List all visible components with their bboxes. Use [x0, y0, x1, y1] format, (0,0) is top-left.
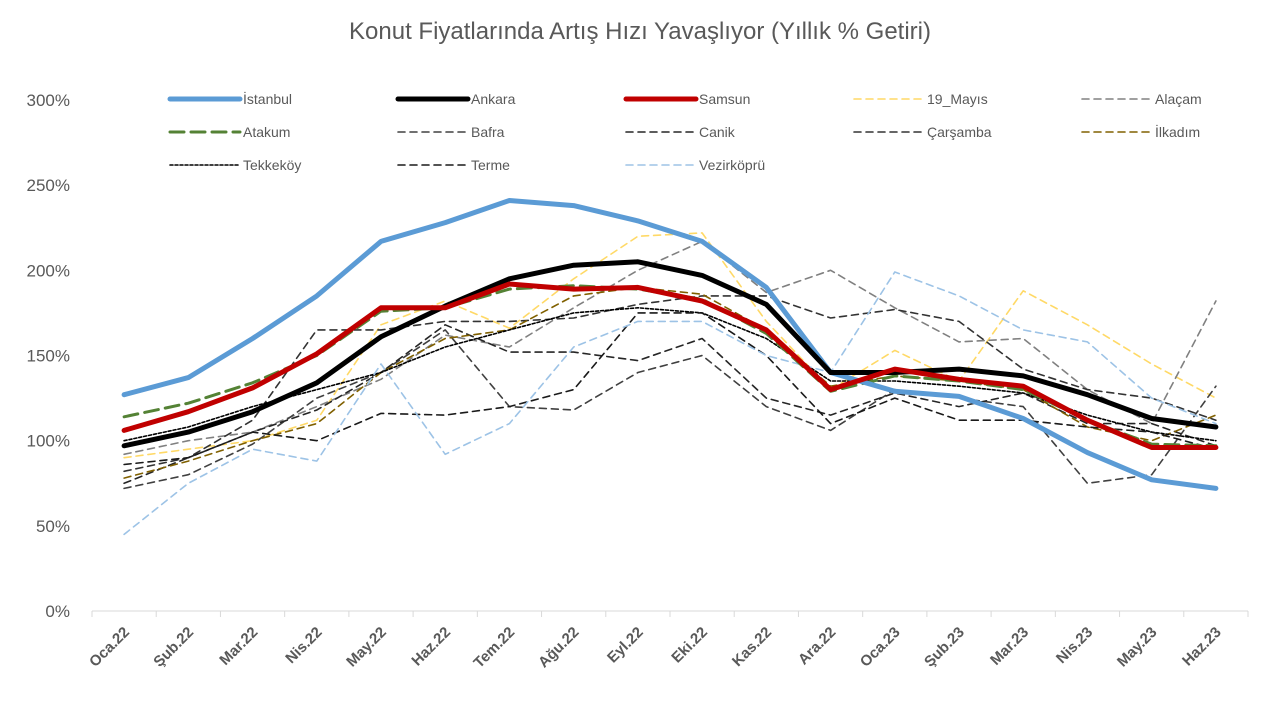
series-line-12 [123, 312, 1217, 466]
legend-label: Samsun [699, 91, 750, 107]
y-tick-label: 100% [27, 432, 70, 451]
legend-label: Bafra [471, 124, 505, 140]
series-line-8 [123, 323, 1217, 485]
series-line-11 [123, 306, 1217, 442]
series-line-2 [121, 259, 1219, 449]
legend-label: Terme [471, 157, 510, 173]
y-tick-label: 150% [27, 347, 70, 366]
x-tick-label: May.23 [1114, 624, 1161, 671]
legend-label: Alaçam [1155, 91, 1202, 107]
legend-label: İstanbul [243, 90, 292, 107]
legend-label: 19_Mayıs [927, 91, 988, 107]
x-tick-label: Haz.22 [408, 624, 454, 670]
legend-label: Ankara [471, 91, 516, 107]
legend-label: Çarşamba [927, 124, 992, 140]
x-tick-label: Oca.23 [857, 624, 904, 671]
y-tick-label: 50% [36, 517, 70, 536]
x-tick-label: May.22 [343, 624, 390, 671]
x-tick-label: Tem.22 [470, 624, 518, 672]
x-tick-label: Şub.23 [921, 624, 968, 671]
series-line-13 [123, 271, 1217, 536]
y-tick-label: 0% [45, 602, 70, 621]
series-line-1 [121, 198, 1219, 491]
x-tick-label: Haz.23 [1179, 624, 1225, 670]
legend-label: İlkadım [1155, 123, 1200, 140]
legend-label: Atakum [243, 124, 290, 140]
x-tick-label: Mar.23 [987, 624, 1032, 669]
x-tick-label: Eki.22 [668, 624, 711, 667]
y-tick-label: 250% [27, 176, 70, 195]
series-line-9 [123, 295, 1217, 473]
legend-label: Canik [699, 124, 736, 140]
y-tick-label: 200% [27, 261, 70, 280]
x-tick-label: Ara.22 [795, 624, 839, 668]
x-tick-label: Ağu.22 [535, 624, 582, 671]
y-tick-label: 300% [27, 91, 70, 110]
chart-title: Konut Fiyatlarında Artış Hızı Yavaşlıyor… [349, 18, 931, 45]
x-tick-label: Mar.22 [216, 624, 261, 669]
legend-label: Tekkeköy [243, 157, 301, 173]
x-tick-label: Kas.22 [729, 624, 775, 670]
x-tick-label: Şub.22 [150, 624, 197, 671]
series-line-3 [121, 281, 1219, 450]
series-line-7 [123, 329, 1217, 490]
x-tick-label: Eyl.22 [604, 624, 647, 667]
series-line-5 [123, 240, 1217, 456]
x-tick-label: Nis.22 [282, 624, 325, 667]
x-tick-label: Nis.23 [1053, 624, 1096, 667]
series-line-4 [123, 232, 1217, 459]
legend-label: Vezirköprü [699, 157, 765, 173]
x-tick-label: Oca.22 [86, 624, 133, 671]
